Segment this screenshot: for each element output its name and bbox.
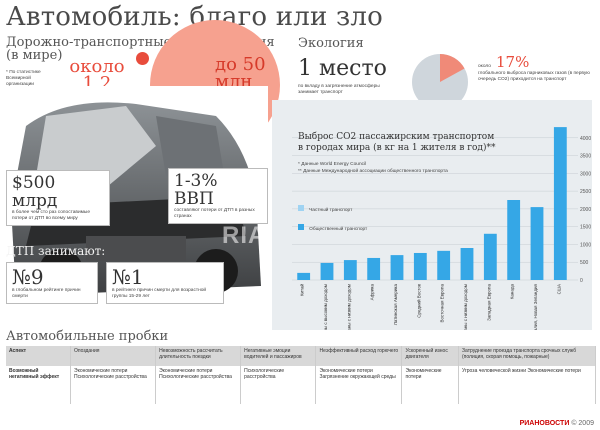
- chart-source-1: * Данные World Energy Council: [298, 162, 367, 167]
- traffic-table: Аспект Опоздания Невозможность рассчитат…: [6, 346, 596, 404]
- x-tick-label: Восточная Европа: [440, 284, 445, 323]
- bar-7: [437, 250, 451, 280]
- x-tick-label: Средний Восток: [415, 284, 421, 318]
- footer-copyright: © 2009: [571, 420, 594, 427]
- bar-4: [367, 257, 381, 280]
- rank2-value: №1: [112, 265, 144, 289]
- x-tick-label: Азиатские страны с высоким доходом: [323, 284, 328, 330]
- bar-12: [553, 127, 567, 280]
- rank2-text: в рейтинге причин смерти для возрастной …: [112, 288, 207, 299]
- y-tick-label: 1500: [580, 225, 591, 231]
- legend-swatch-private: [298, 205, 304, 211]
- pie-text: глобального выброса парниковых газов (в …: [478, 71, 590, 82]
- bar-2: [320, 262, 334, 280]
- ecology-heading: Экология: [298, 36, 364, 51]
- co2-chart-svg: 0 500 1000 1500 2000 2500 3000 3500 4000 Китай Ази…: [272, 100, 592, 363]
- gdp-text: составляют потери от ДТП в разных страна…: [174, 208, 255, 219]
- gdp-card: 1-3% ВВП составляют потери от ДТП в разн…: [168, 168, 268, 224]
- y-tick-label: 1000: [580, 242, 591, 248]
- legend-label-private: Частный транспорт: [309, 208, 353, 213]
- header-cell: Неэффективный расход горючего: [315, 346, 403, 366]
- legend-swatch-public: [298, 224, 304, 230]
- pie-transport-slice: [440, 54, 465, 82]
- traffic-heading: Автомобильные пробки: [6, 329, 169, 344]
- chart-title: Выброс CO2 пассажирским транспортом в го…: [298, 132, 496, 153]
- loss-card: $500 млрд в более чем сто раз сопоставим…: [6, 170, 110, 226]
- pie-caption: около 17% глобального выброса парниковых…: [478, 52, 594, 83]
- y-tick-label: 4000: [580, 136, 591, 142]
- x-tick-label: Латинская Америка: [393, 284, 398, 326]
- header-cell: Невозможность рассчитать длительность по…: [155, 346, 242, 366]
- legend-item-public: Общественный транспорт: [298, 215, 367, 234]
- bar-1: [297, 272, 311, 280]
- x-tick-label: Африка: [370, 284, 375, 301]
- gdp-value: 1-3% ВВП: [174, 171, 218, 209]
- y-tick-label: 500: [580, 260, 589, 266]
- loss-value: $500 млрд: [12, 173, 58, 211]
- y-tick-label: 0: [580, 278, 583, 284]
- rank2-card: №1 в рейтинге причин смерти для возрастн…: [106, 262, 224, 304]
- row-cell: Психологические расстройства: [240, 366, 317, 404]
- rank1-value: №9: [12, 265, 44, 289]
- injured-value: до 50 млн: [215, 54, 266, 92]
- deaths-circle: [136, 52, 149, 65]
- row-cell: Возможный негативный эффект: [6, 366, 71, 404]
- bar-9: [483, 233, 497, 280]
- rank1-text: в глобальном рейтинге причин смерти: [12, 288, 81, 299]
- header-cell: Ускоренный износ двигателя: [401, 346, 459, 366]
- row-cell: Угроза человеческой жизни Экономические …: [458, 366, 596, 404]
- legend-label-public: Общественный транспорт: [309, 227, 368, 232]
- legend: Частный транспорт Общественный транспорт: [298, 196, 367, 234]
- header-cell: Опоздания: [70, 346, 157, 366]
- bar-5: [390, 255, 404, 280]
- pie-percent: 17%: [496, 53, 530, 71]
- row-cell: Экономические потери Психологические рас…: [155, 366, 242, 404]
- row-cell: Экономические потери Психологические рас…: [70, 366, 157, 404]
- x-tick-label: Западная Европа: [486, 284, 491, 321]
- footer: РИАНОВОСТИ © 2009: [520, 420, 594, 427]
- bar-6: [413, 252, 427, 280]
- bar-3: [343, 260, 357, 280]
- y-tick-label: 2000: [580, 207, 591, 213]
- ranking-heading: ДТП занимают:: [6, 244, 106, 258]
- bar-8: [460, 248, 474, 280]
- x-tick-label: Австралия, Новая Зеландия: [533, 283, 538, 330]
- rank1-card: №9 в глобальном рейтинге причин смерти: [6, 262, 98, 304]
- x-tick-label: Азиатские страны с низким доходом: [346, 284, 351, 330]
- table-row: Возможный негативный эффект Экономически…: [6, 366, 596, 404]
- y-tick-label: 3500: [580, 154, 591, 160]
- eco-place-text: по вкладу в загрязнение атмосферы занима…: [298, 84, 380, 95]
- table-header-row: Аспект Опоздания Невозможность рассчитат…: [6, 346, 596, 366]
- bar-10: [507, 200, 521, 280]
- eco-place-value: 1 место: [298, 56, 387, 81]
- chart-source-2: ** Данные Международной ассоциации общес…: [298, 169, 448, 174]
- loss-text: в более чем сто раз сопоставимые потери …: [12, 210, 91, 221]
- y-tick-label: 3000: [580, 171, 591, 177]
- y-tick-label: 2500: [580, 189, 591, 195]
- pie-prefix: около: [478, 64, 491, 69]
- emissions-pie: [412, 54, 468, 110]
- row-cell: Экономические потери Загрязнение окружаю…: [315, 366, 403, 404]
- x-tick-label: США: [556, 284, 561, 294]
- bar-11: [530, 207, 544, 280]
- row-cell: Экономические потери: [401, 366, 459, 404]
- x-tick-label: Канада: [510, 284, 515, 300]
- co2-chart: 0 500 1000 1500 2000 2500 3000 3500 4000 Китай Ази…: [272, 100, 592, 363]
- header-cell: Негативные эмоции водителей и пассажиров: [240, 346, 317, 366]
- x-tick-label: Азиатские страны с низким доходом: [463, 284, 468, 330]
- header-cell: Затруднение проезда транспорта срочных с…: [458, 346, 596, 366]
- legend-item-private: Частный транспорт: [298, 196, 367, 215]
- footer-brand: РИАНОВОСТИ: [519, 420, 570, 427]
- header-cell: Аспект: [6, 346, 71, 366]
- x-tick-label: Китай: [299, 284, 305, 297]
